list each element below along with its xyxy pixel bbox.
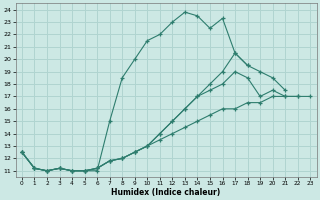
X-axis label: Humidex (Indice chaleur): Humidex (Indice chaleur) <box>111 188 221 197</box>
